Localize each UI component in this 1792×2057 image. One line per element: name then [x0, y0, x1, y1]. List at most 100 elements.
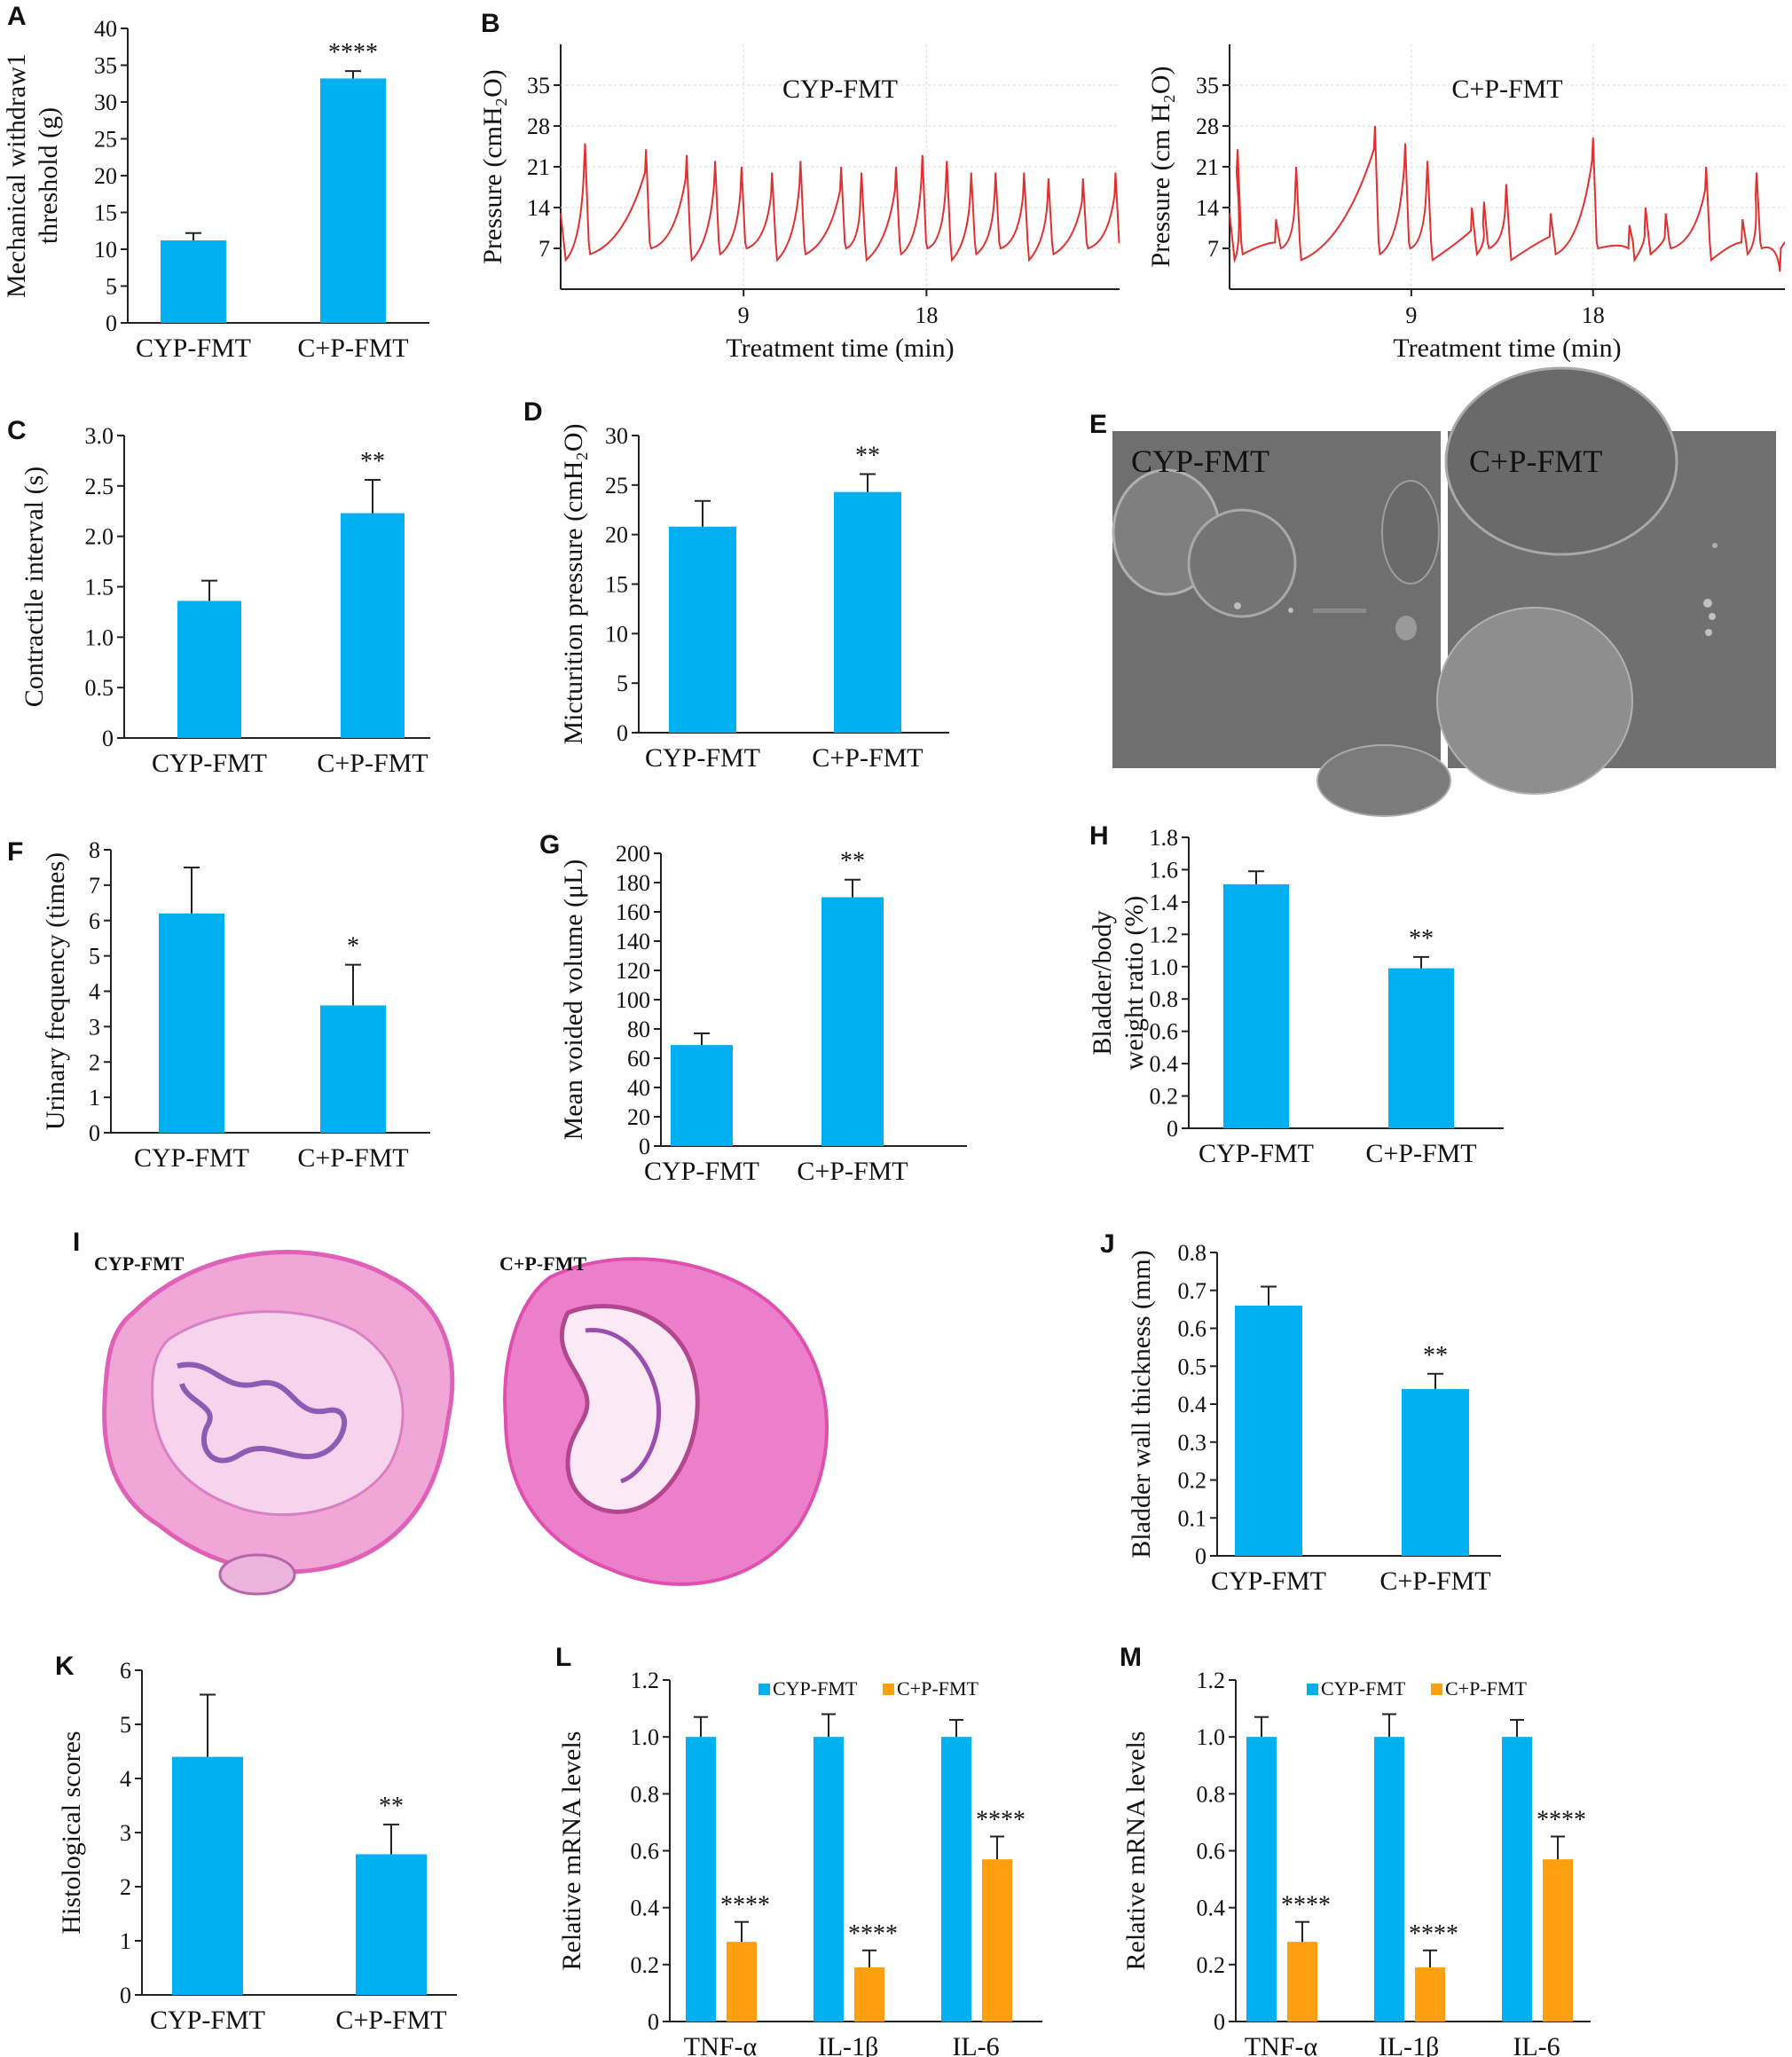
bar — [686, 1737, 716, 2022]
panel-label-i: I — [73, 1228, 80, 1257]
trace-title: CYP-FMT — [782, 75, 898, 104]
chart-c: 0 0.5 1.0 1.5 2.0 2.5 3.0 Contractile interval … — [20, 423, 430, 778]
panel-label-e: E — [1089, 410, 1107, 439]
bar — [1235, 1305, 1302, 1556]
significance-marker: ** — [379, 1793, 404, 1820]
y-tick-label: 0 — [120, 1982, 131, 2008]
legend-label: C+P-FMT — [897, 1677, 979, 1700]
x-axis-label: Treatment time (min) — [726, 334, 954, 363]
y-tick-label: 25 — [94, 127, 117, 153]
y-tick-label: 0.6 — [1178, 1316, 1207, 1342]
bar — [1287, 1942, 1317, 2022]
y-tick-label: 0.4 — [1150, 1051, 1179, 1077]
y-tick-label: 2.5 — [85, 474, 114, 499]
y-tick-label: 0.2 — [631, 1952, 660, 1978]
category-label: C+P-FMT — [797, 1157, 908, 1186]
y-tick-label: 30 — [605, 423, 628, 449]
y-tick-label: 30 — [94, 90, 117, 115]
category-label: CYP-FMT — [644, 1157, 759, 1186]
panel-label-k: K — [55, 1652, 75, 1681]
bar — [727, 1942, 757, 2022]
bar — [356, 1854, 427, 1995]
category-label: IL-1β — [1379, 2032, 1440, 2057]
legend-swatch — [1307, 1684, 1318, 1695]
chart-j: 0 0.1 0.2 0.3 0.4 0.5 0.6 0.7 0.8 Bladder wall th… — [1127, 1240, 1501, 1596]
y-tick-label: 100 — [616, 987, 650, 1013]
category-label: TNF-α — [684, 2032, 758, 2057]
x-tick-label: 18 — [915, 302, 938, 328]
category-label: CYP-FMT — [1199, 1139, 1314, 1168]
chart-b1: 7 14 21 28 35 9 18 Treatment time (min) Pressure… — [478, 44, 1120, 363]
y-tick-label: 6 — [89, 908, 100, 934]
category-label: IL-6 — [952, 2032, 999, 2057]
pressure-trace — [1229, 125, 1786, 272]
panel-label-g: G — [539, 830, 560, 860]
y-tick-label: 0.2 — [1150, 1084, 1179, 1110]
y-tick-label: 0.8 — [1197, 1781, 1226, 1807]
significance-marker: ** — [1409, 925, 1434, 953]
bar — [161, 240, 226, 323]
y-tick-label: 120 — [616, 958, 650, 984]
significance-marker: **** — [1281, 1892, 1331, 1920]
bar — [341, 513, 405, 738]
category-label: C+P-FMT — [1379, 1566, 1490, 1596]
y-tick-label: 0 — [89, 1120, 100, 1146]
y-tick-label: 20 — [94, 163, 117, 189]
bar — [1415, 1967, 1445, 2022]
panel-label-h: H — [1089, 821, 1109, 851]
bar — [159, 913, 224, 1133]
y-axis-label: Mean voided volume (μL) — [559, 860, 588, 1141]
category-label: C+P-FMT — [297, 1143, 408, 1173]
y-axis-label: Relative mRNA levels — [557, 1731, 586, 1971]
panel-label-b: B — [481, 9, 500, 38]
y-axis-label: weight ratio (%) — [1120, 896, 1149, 1071]
significance-marker: **** — [720, 1892, 770, 1920]
y-tick-label: 21 — [1196, 154, 1219, 180]
y-tick-label: 1 — [120, 1928, 131, 1954]
y-tick-label: 5 — [120, 1712, 131, 1738]
pressure-trace — [560, 143, 1120, 263]
y-tick-label: 0.2 — [1197, 1952, 1226, 1978]
x-tick-label: 9 — [738, 302, 750, 328]
chart-d: 0 5 10 15 20 25 30 Micturition pressure (cmH₂O)… — [559, 423, 949, 773]
y-tick-label: 7 — [1207, 236, 1219, 262]
y-tick-label: 14 — [1196, 195, 1219, 221]
y-tick-label: 0.8 — [1150, 986, 1179, 1012]
y-tick-label: 2.0 — [85, 524, 114, 550]
y-tick-label: 0 — [1167, 1116, 1178, 1142]
legend-swatch — [883, 1684, 894, 1695]
voiding-spot-photos: CYP-FMT C+P-FMT — [1112, 366, 1776, 817]
y-tick-label: 0.3 — [1178, 1430, 1207, 1456]
y-tick-label: 160 — [616, 899, 650, 925]
y-tick-label: 140 — [616, 929, 650, 954]
y-tick-label: 3.0 — [85, 423, 114, 449]
y-tick-label: 0.4 — [631, 1896, 660, 1921]
y-tick-label: 0.1 — [1178, 1505, 1207, 1531]
y-tick-label: 1.2 — [1197, 1668, 1226, 1693]
y-tick-label: 200 — [616, 841, 650, 867]
histology-images: CYP-FMT C+P-FMT — [94, 1250, 829, 1596]
panel-label-l: L — [555, 1643, 571, 1672]
chart-g: 0 20 40 60 80 100 120 140 160 180 200 Mean voided v… — [559, 841, 967, 1186]
y-tick-label: 25 — [605, 473, 628, 499]
bar — [320, 1005, 386, 1133]
bar — [177, 601, 241, 738]
chart-b2: 7 14 21 28 35 9 18 Treatment time (min) Pressure… — [1146, 44, 1786, 363]
y-tick-label: 0 — [617, 720, 628, 746]
y-tick-label: 35 — [1196, 73, 1219, 98]
y-tick-label: 0.7 — [1178, 1278, 1207, 1304]
y-tick-label: 5 — [106, 274, 117, 300]
bar — [1543, 1859, 1573, 2022]
panel-label-a: A — [7, 2, 27, 31]
y-tick-label: 5 — [89, 944, 100, 970]
y-tick-label: 10 — [94, 237, 117, 263]
bar — [669, 526, 736, 733]
significance-marker: ** — [840, 848, 865, 875]
y-tick-label: 28 — [527, 114, 550, 139]
y-tick-label: 28 — [1196, 114, 1219, 139]
category-label: IL-6 — [1513, 2032, 1560, 2057]
y-axis-label: Histological scores — [57, 1731, 86, 1934]
bar — [172, 1756, 243, 1995]
chart-l: 0 0.2 0.4 0.6 0.8 1.0 1.2 Relative mRNA levels *… — [557, 1668, 1042, 2057]
